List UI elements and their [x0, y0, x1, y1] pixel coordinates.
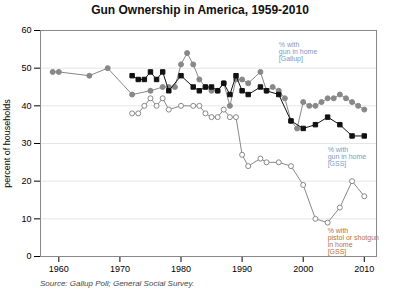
svg-text:20: 20: [21, 176, 31, 186]
svg-text:60: 60: [21, 25, 31, 35]
svg-text:2000: 2000: [293, 264, 313, 274]
svg-text:40: 40: [21, 101, 31, 111]
svg-text:1990: 1990: [232, 264, 252, 274]
svg-text:50: 50: [21, 63, 31, 73]
svg-text:1960: 1960: [49, 264, 69, 274]
svg-text:% withgun in home[GSS]: % withgun in home[GSS]: [328, 146, 367, 168]
svg-text:10: 10: [21, 214, 31, 224]
svg-text:30: 30: [21, 138, 31, 148]
svg-text:2010: 2010: [354, 264, 374, 274]
html-text:Gun Ownership in America, 1959: Gun Ownership in America, 1959-2010: [91, 3, 309, 17]
svg-text:0: 0: [26, 251, 31, 261]
svg-text:1970: 1970: [110, 264, 130, 274]
html-text:Source: Gallup Poll; General S: Source: Gallup Poll; General Social Surv…: [40, 279, 195, 288]
svg-text:% withgun in home[Gallup]: % withgun in home[Gallup]: [279, 41, 318, 63]
svg-text:percent of households: percent of households: [2, 99, 12, 188]
svg-text:% withpistol or shotgunin home: % withpistol or shotgunin home[GSS]: [328, 227, 379, 256]
svg-text:1980: 1980: [171, 264, 191, 274]
